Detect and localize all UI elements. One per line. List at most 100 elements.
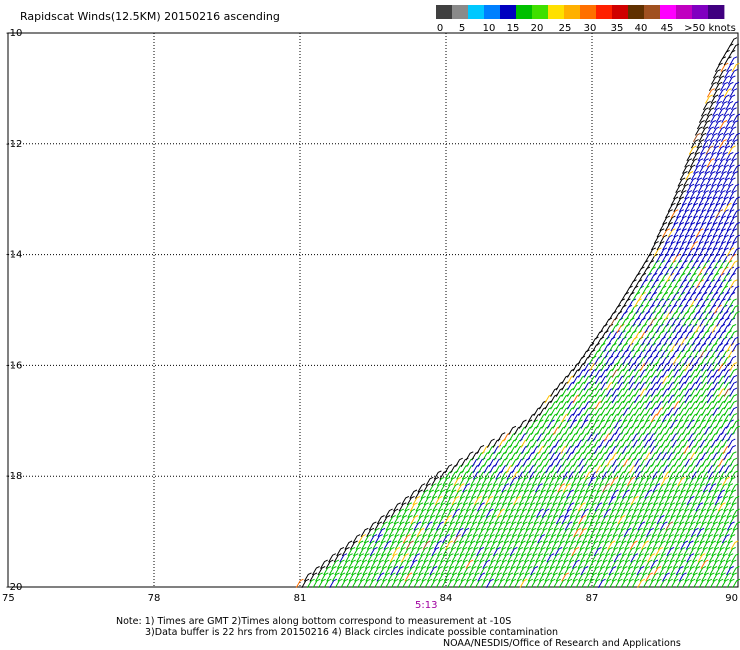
wind-barb — [692, 566, 701, 576]
wind-barb — [718, 88, 727, 98]
wind-barb — [683, 559, 692, 569]
wind-barb — [610, 489, 619, 499]
wind-barb — [398, 572, 407, 582]
wind-barb — [328, 566, 337, 576]
wind-barb — [434, 553, 443, 563]
wind-barb — [681, 343, 690, 353]
wind-barb — [519, 566, 527, 576]
wind-barb — [677, 489, 686, 499]
wind-barb — [681, 234, 690, 244]
wind-barb — [582, 489, 591, 499]
wind-barb — [447, 534, 456, 544]
wind-barb — [731, 285, 740, 295]
wind-barb — [480, 578, 489, 588]
wind-barb — [578, 527, 587, 538]
wind-barb — [594, 559, 603, 569]
wind-barb — [520, 546, 529, 557]
wind-barb — [690, 527, 699, 538]
wind-barb — [596, 540, 605, 550]
wind-barb — [692, 222, 701, 232]
wind-barb — [614, 508, 623, 518]
wind-barb — [309, 572, 318, 582]
wind-barb — [729, 572, 738, 582]
wind-barb — [688, 145, 697, 155]
wind-barb — [545, 540, 554, 550]
wind-barb — [479, 553, 488, 563]
wind-barb — [494, 515, 503, 525]
wind-barb — [693, 521, 702, 531]
wind-barb — [678, 228, 687, 238]
wind-barb — [579, 483, 588, 493]
wind-barb — [653, 566, 662, 576]
wind-barb — [360, 527, 369, 538]
wind-barb — [540, 540, 549, 550]
wind-barb — [577, 355, 586, 365]
wind-barb — [656, 228, 665, 238]
wind-barb — [712, 69, 721, 79]
wind-barb — [723, 559, 731, 569]
wind-barb — [569, 508, 578, 518]
wind-barb — [409, 559, 418, 569]
wind-barb — [623, 515, 632, 525]
wind-barb — [712, 158, 721, 168]
wind-barb — [709, 234, 718, 244]
wind-barb — [348, 559, 356, 569]
wind-barb — [617, 572, 626, 582]
wind-barb — [603, 578, 612, 588]
wind-barb — [705, 145, 714, 155]
wind-barb — [597, 495, 605, 506]
wind-barb — [493, 489, 502, 499]
wind-barb — [725, 553, 734, 563]
wind-barb — [524, 495, 533, 506]
wind-barb — [712, 572, 721, 582]
wind-barb — [491, 521, 500, 531]
wind-barb — [558, 566, 567, 576]
wind-barb — [640, 330, 648, 340]
wind-barb — [703, 343, 712, 353]
wind-barb — [498, 534, 506, 544]
wind-barb — [601, 336, 610, 346]
wind-barb — [692, 151, 700, 162]
wind-barb — [729, 279, 738, 289]
wind-barb — [673, 515, 682, 525]
wind-barb — [336, 546, 345, 557]
wind-barb — [721, 317, 730, 327]
wind-barb — [708, 483, 717, 493]
wind-barb — [334, 578, 343, 588]
wind-barb — [422, 540, 431, 550]
wind-barb — [700, 559, 709, 569]
x-tick-label: 75 — [2, 593, 15, 604]
wind-barb — [334, 566, 343, 576]
wind-barb — [492, 546, 501, 557]
wind-barb — [611, 502, 620, 512]
wind-barb — [691, 540, 700, 550]
wind-barb — [557, 483, 566, 493]
wind-barb — [483, 527, 492, 538]
wind-barb — [706, 107, 715, 117]
wind-barb — [508, 508, 517, 518]
wind-barb — [393, 572, 402, 582]
wind-barb — [655, 559, 664, 569]
wind-barb — [566, 559, 575, 569]
wind-barb — [686, 566, 695, 576]
wind-barb — [722, 177, 731, 187]
wind-barb — [564, 508, 572, 518]
wind-barb — [565, 476, 574, 487]
wind-barb — [660, 476, 669, 487]
wind-barb — [683, 489, 692, 499]
wind-barb — [452, 521, 461, 531]
wind-barb — [724, 330, 732, 340]
wind-barb — [655, 546, 664, 557]
wind-barb — [642, 566, 651, 576]
wind-barb — [691, 553, 700, 563]
wind-barb — [485, 578, 494, 588]
wind-barb — [415, 502, 424, 512]
wind-barb — [715, 521, 724, 531]
wind-barb — [464, 476, 473, 487]
wind-barb — [653, 247, 662, 257]
wind-barb — [385, 521, 394, 531]
wind-barb — [518, 553, 527, 563]
wind-barb — [597, 578, 606, 588]
wind-barb — [576, 534, 585, 544]
wind-barb — [675, 343, 684, 353]
